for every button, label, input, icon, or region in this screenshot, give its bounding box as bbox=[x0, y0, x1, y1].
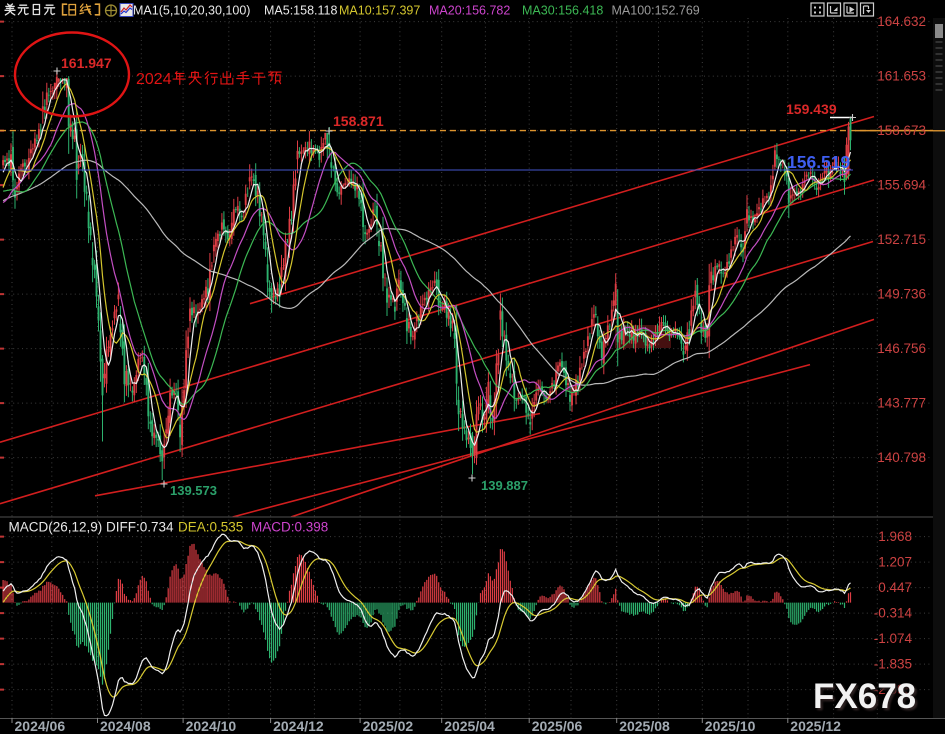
svg-text:2025/02: 2025/02 bbox=[363, 718, 414, 734]
svg-text:155.694: 155.694 bbox=[877, 178, 926, 193]
svg-text:-1.835: -1.835 bbox=[874, 657, 912, 672]
svg-text:-1.074: -1.074 bbox=[874, 631, 913, 646]
svg-text:2025/06: 2025/06 bbox=[532, 718, 583, 734]
svg-text:2024/12: 2024/12 bbox=[273, 718, 324, 734]
svg-text:2025/04: 2025/04 bbox=[444, 718, 495, 734]
svg-text:MA10:157.397: MA10:157.397 bbox=[339, 4, 420, 18]
svg-text:2025/08: 2025/08 bbox=[619, 718, 670, 734]
svg-text:159.439: 159.439 bbox=[786, 101, 837, 117]
svg-text:MA5:158.118: MA5:158.118 bbox=[264, 4, 337, 18]
svg-text:139.887: 139.887 bbox=[481, 478, 528, 493]
svg-text:FX678: FX678 bbox=[813, 677, 916, 716]
svg-text:149.736: 149.736 bbox=[877, 287, 926, 302]
svg-text:1.207: 1.207 bbox=[878, 555, 912, 570]
svg-text:MA100:152.769: MA100:152.769 bbox=[612, 4, 700, 18]
svg-text:143.777: 143.777 bbox=[877, 396, 926, 411]
svg-text:MACD:0.398: MACD:0.398 bbox=[251, 520, 328, 535]
svg-text:146.756: 146.756 bbox=[877, 341, 926, 356]
svg-text:2025/10: 2025/10 bbox=[705, 718, 756, 734]
svg-text:164.632: 164.632 bbox=[877, 14, 926, 29]
svg-text:-2.595: -2.595 bbox=[874, 682, 912, 697]
svg-text:158.673: 158.673 bbox=[877, 123, 926, 138]
svg-text:MA20:156.782: MA20:156.782 bbox=[429, 4, 510, 18]
svg-text:152.715: 152.715 bbox=[877, 232, 926, 247]
svg-text:MA1(5,10,20,30,100): MA1(5,10,20,30,100) bbox=[133, 4, 250, 18]
svg-text:158.871: 158.871 bbox=[333, 113, 384, 129]
svg-text:140.798: 140.798 bbox=[877, 450, 926, 465]
svg-text:DEA:0.535: DEA:0.535 bbox=[178, 520, 243, 535]
svg-text:2024/10: 2024/10 bbox=[186, 718, 237, 734]
svg-text:MACD(26,12,9) DIFF:0.734: MACD(26,12,9) DIFF:0.734 bbox=[9, 520, 175, 535]
svg-text:2024/08: 2024/08 bbox=[100, 718, 151, 734]
svg-text:161.947: 161.947 bbox=[61, 55, 112, 71]
svg-text:-0.314: -0.314 bbox=[874, 606, 913, 621]
svg-text:2024/06: 2024/06 bbox=[15, 718, 66, 734]
svg-text:MA30:156.418: MA30:156.418 bbox=[522, 4, 603, 18]
svg-text:139.573: 139.573 bbox=[170, 483, 217, 498]
svg-text:2024: 2024 bbox=[136, 71, 172, 88]
svg-text:1.968: 1.968 bbox=[878, 529, 912, 544]
svg-text:161.653: 161.653 bbox=[877, 69, 926, 84]
svg-text:2025/12: 2025/12 bbox=[790, 718, 841, 734]
svg-text:156.519: 156.519 bbox=[787, 152, 851, 172]
svg-text:0.447: 0.447 bbox=[878, 580, 912, 595]
